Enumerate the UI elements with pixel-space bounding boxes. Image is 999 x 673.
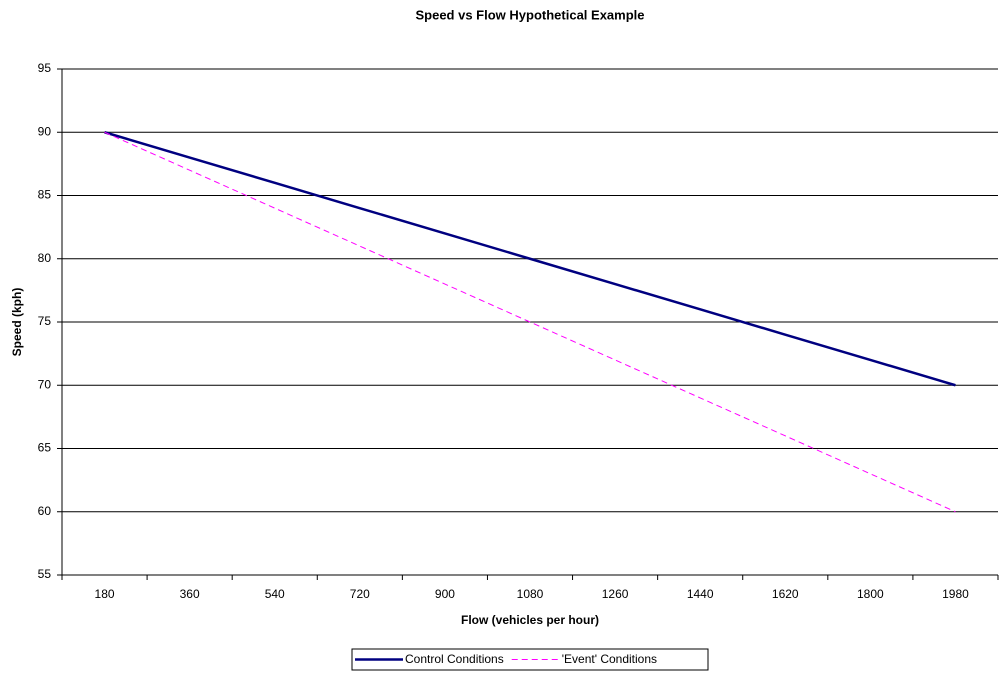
x-tick-label: 1260 <box>602 587 629 601</box>
y-tick-label: 60 <box>38 504 52 518</box>
y-tick-label: 70 <box>38 377 52 391</box>
series-line <box>104 131 956 387</box>
y-tick-label: 65 <box>38 441 52 455</box>
x-tick-label: 1980 <box>942 587 969 601</box>
x-tick-label: 1080 <box>517 587 544 601</box>
y-tick-label: 75 <box>38 314 52 328</box>
x-tick-label: 720 <box>350 587 370 601</box>
x-tick-label: 360 <box>180 587 200 601</box>
y-tick-label: 55 <box>38 567 52 581</box>
x-tick-label: 180 <box>95 587 115 601</box>
x-tick-label: 1800 <box>857 587 884 601</box>
x-tick-label: 900 <box>435 587 455 601</box>
x-tick-label: 1620 <box>772 587 799 601</box>
x-axis-label: Flow (vehicles per hour) <box>461 613 599 627</box>
y-tick-label: 90 <box>38 124 52 138</box>
x-tick-label: 540 <box>265 587 285 601</box>
chart-title: Speed vs Flow Hypothetical Example <box>415 7 644 22</box>
series-line <box>104 131 956 513</box>
x-tick-label: 1440 <box>687 587 714 601</box>
legend-label: 'Event' Conditions <box>562 652 657 666</box>
y-axis-label: Speed (kph) <box>10 288 24 357</box>
y-tick-label: 85 <box>38 188 52 202</box>
y-tick-label: 80 <box>38 251 52 265</box>
y-tick-label: 95 <box>38 61 52 75</box>
legend-box <box>351 648 709 671</box>
legend-label: Control Conditions <box>405 652 504 666</box>
